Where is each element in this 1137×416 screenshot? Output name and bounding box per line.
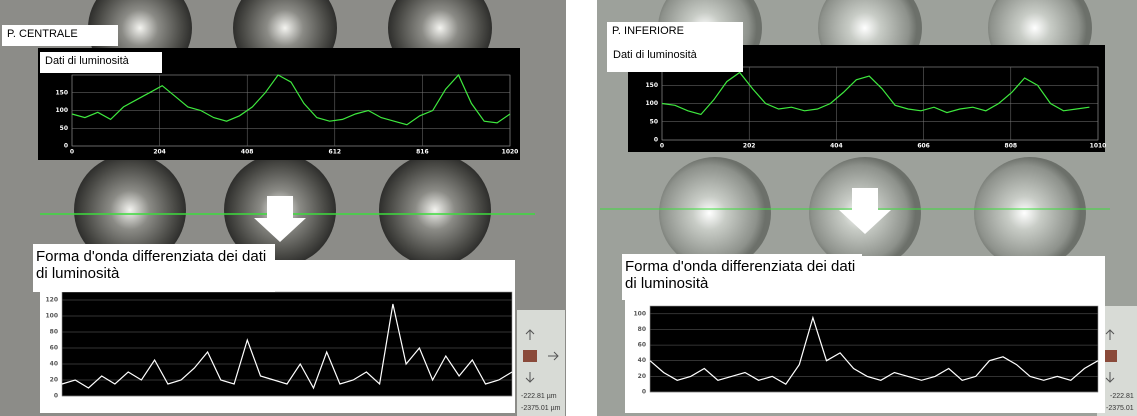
y-tick-label: 120 bbox=[45, 297, 58, 304]
x-tick-label: 612 bbox=[329, 149, 342, 156]
y-tick-label: 60 bbox=[638, 342, 646, 349]
x-tick-label: 816 bbox=[416, 149, 429, 156]
coord-unit: µm bbox=[547, 393, 557, 400]
x-tick-label: 0 bbox=[70, 149, 74, 156]
y-tick-label: 80 bbox=[638, 326, 646, 333]
y-tick-label: 0 bbox=[54, 393, 58, 400]
x-tick-label: 0 bbox=[660, 143, 664, 150]
y-tick-label: 100 bbox=[55, 107, 68, 114]
y-tick-label: 100 bbox=[633, 310, 646, 317]
coord-value: -222.81 bbox=[1110, 393, 1134, 400]
panel-label: P. CENTRALE bbox=[2, 25, 118, 46]
y-tick-label: 50 bbox=[650, 118, 658, 125]
y-tick-label: 0 bbox=[64, 143, 68, 150]
coord-unit: µm bbox=[551, 405, 561, 412]
x-tick-label: 606 bbox=[917, 143, 930, 150]
x-tick-label: 204 bbox=[153, 149, 166, 156]
coord-value: -2375.01 bbox=[521, 405, 549, 412]
x-tick-label: 408 bbox=[241, 149, 254, 156]
y-tick-label: 150 bbox=[645, 82, 658, 89]
x-tick-label: 1020 bbox=[502, 149, 519, 156]
screenshot: 0 50 100 150 0 204 408 612 816 1020 0 50 100 150 0 202 4… bbox=[0, 0, 1137, 416]
y-tick-label: 0 bbox=[642, 389, 646, 396]
y-tick-label: 40 bbox=[638, 357, 646, 364]
coord-value: -2375.01 bbox=[1106, 405, 1134, 412]
x-tick-label: 202 bbox=[743, 143, 756, 150]
y-tick-label: 0 bbox=[654, 137, 658, 144]
y-tick-label: 60 bbox=[50, 345, 58, 352]
canvas: 0 50 100 150 0 204 408 612 816 1020 0 50 100 150 0 202 4… bbox=[0, 0, 1137, 416]
plot-area bbox=[62, 292, 512, 396]
y-tick-label: 100 bbox=[45, 313, 58, 320]
chart-title: Dati di luminosità bbox=[608, 46, 742, 68]
x-tick-label: 808 bbox=[1005, 143, 1018, 150]
y-tick-label: 100 bbox=[645, 100, 658, 107]
chart-title: Forma d'onda differenziata dei dati di l… bbox=[622, 254, 862, 300]
chart-title: Forma d'onda differenziata dei dati di l… bbox=[33, 244, 275, 292]
y-tick-label: 40 bbox=[50, 361, 58, 368]
chart-title: Dati di luminosità bbox=[40, 52, 162, 73]
x-tick-label: 1010 bbox=[1090, 143, 1107, 150]
y-tick-label: 80 bbox=[50, 329, 58, 336]
y-tick-label: 50 bbox=[60, 125, 68, 132]
y-tick-label: 20 bbox=[638, 373, 646, 380]
x-tick-label: 404 bbox=[830, 143, 843, 150]
coord-value: -222.81 bbox=[521, 393, 545, 400]
y-tick-label: 20 bbox=[50, 377, 58, 384]
y-tick-label: 150 bbox=[55, 89, 68, 96]
